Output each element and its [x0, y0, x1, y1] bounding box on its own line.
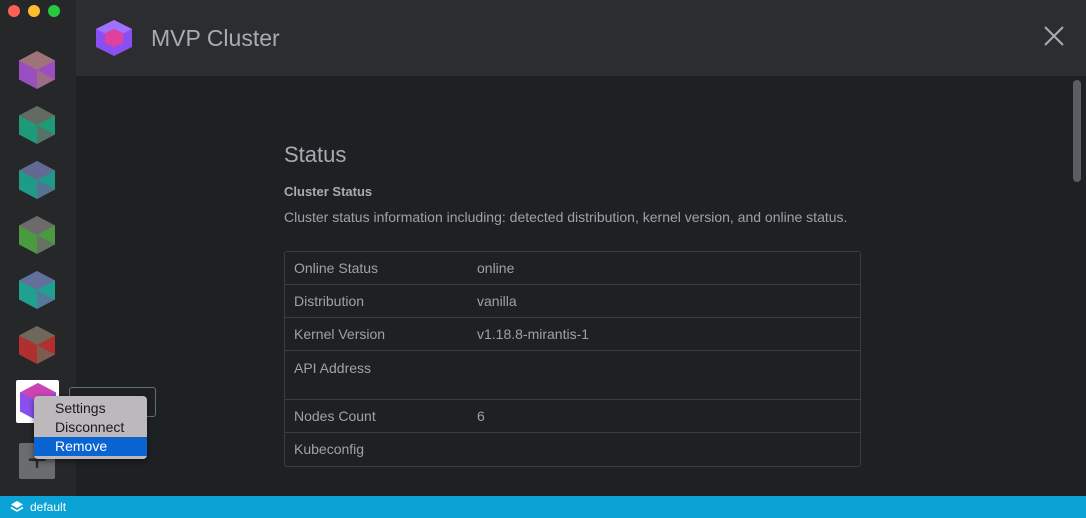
status-table: Online Status online Distribution vanilla Ke… — [284, 251, 861, 467]
row-value: 6 — [468, 399, 860, 433]
cluster-icon-button[interactable] — [17, 325, 57, 365]
context-menu: Settings Disconnect Remove — [34, 396, 147, 459]
table-row: API Address — [285, 350, 860, 400]
section-description: Cluster status information including: de… — [284, 209, 848, 225]
workspace-label[interactable]: default — [30, 500, 67, 514]
table-row: Online Status online — [285, 251, 860, 285]
close-icon[interactable] — [1042, 24, 1066, 48]
scrollbar[interactable] — [1073, 80, 1081, 182]
cluster-icon-button[interactable] — [17, 50, 57, 90]
row-value — [468, 350, 860, 400]
row-label: Distribution — [285, 284, 468, 318]
header: MVP Cluster — [76, 0, 1086, 76]
row-label: API Address — [285, 350, 468, 400]
maximize-window-button[interactable] — [48, 5, 60, 17]
minimize-window-button[interactable] — [28, 5, 40, 17]
cluster-hexagon-icon — [19, 161, 55, 199]
status-page: Status Cluster Status Cluster status inf… — [76, 76, 1086, 496]
row-label: Kernel Version — [285, 317, 468, 351]
cluster-icon-button[interactable] — [17, 270, 57, 310]
context-menu-item-remove[interactable]: Remove — [34, 437, 147, 456]
row-label: Nodes Count — [285, 399, 468, 433]
cluster-hexagon-icon — [19, 271, 55, 309]
row-label: Kubeconfig — [285, 432, 468, 466]
layers-icon — [10, 501, 24, 512]
cluster-hexagon-icon — [19, 106, 55, 144]
cluster-icon-button[interactable] — [17, 215, 57, 255]
cluster-logo-icon — [96, 20, 132, 56]
context-menu-item-disconnect[interactable]: Disconnect — [55, 419, 125, 435]
table-row: Kernel Version v1.18.8-mirantis-1 — [285, 317, 860, 351]
cluster-hexagon-icon — [19, 51, 55, 89]
window-title: MVP Cluster — [151, 25, 280, 51]
close-window-button[interactable] — [8, 5, 20, 17]
table-row: Nodes Count 6 — [285, 399, 860, 433]
table-row: Distribution vanilla — [285, 284, 860, 318]
row-value: vanilla — [468, 284, 860, 318]
cluster-icon-button[interactable] — [17, 105, 57, 145]
status-bar: default — [0, 496, 1086, 518]
cluster-icon-button[interactable] — [17, 160, 57, 200]
cluster-hexagon-icon — [19, 326, 55, 364]
cluster-hexagon-icon — [19, 216, 55, 254]
row-label: Online Status — [285, 251, 468, 285]
row-value — [468, 432, 860, 466]
context-menu-item-settings[interactable]: Settings — [55, 400, 106, 416]
page-heading: Status — [284, 142, 347, 167]
row-value: online — [468, 251, 860, 285]
section-title: Cluster Status — [284, 184, 373, 199]
row-value: v1.18.8-mirantis-1 — [468, 317, 860, 351]
table-row: Kubeconfig — [285, 432, 860, 466]
